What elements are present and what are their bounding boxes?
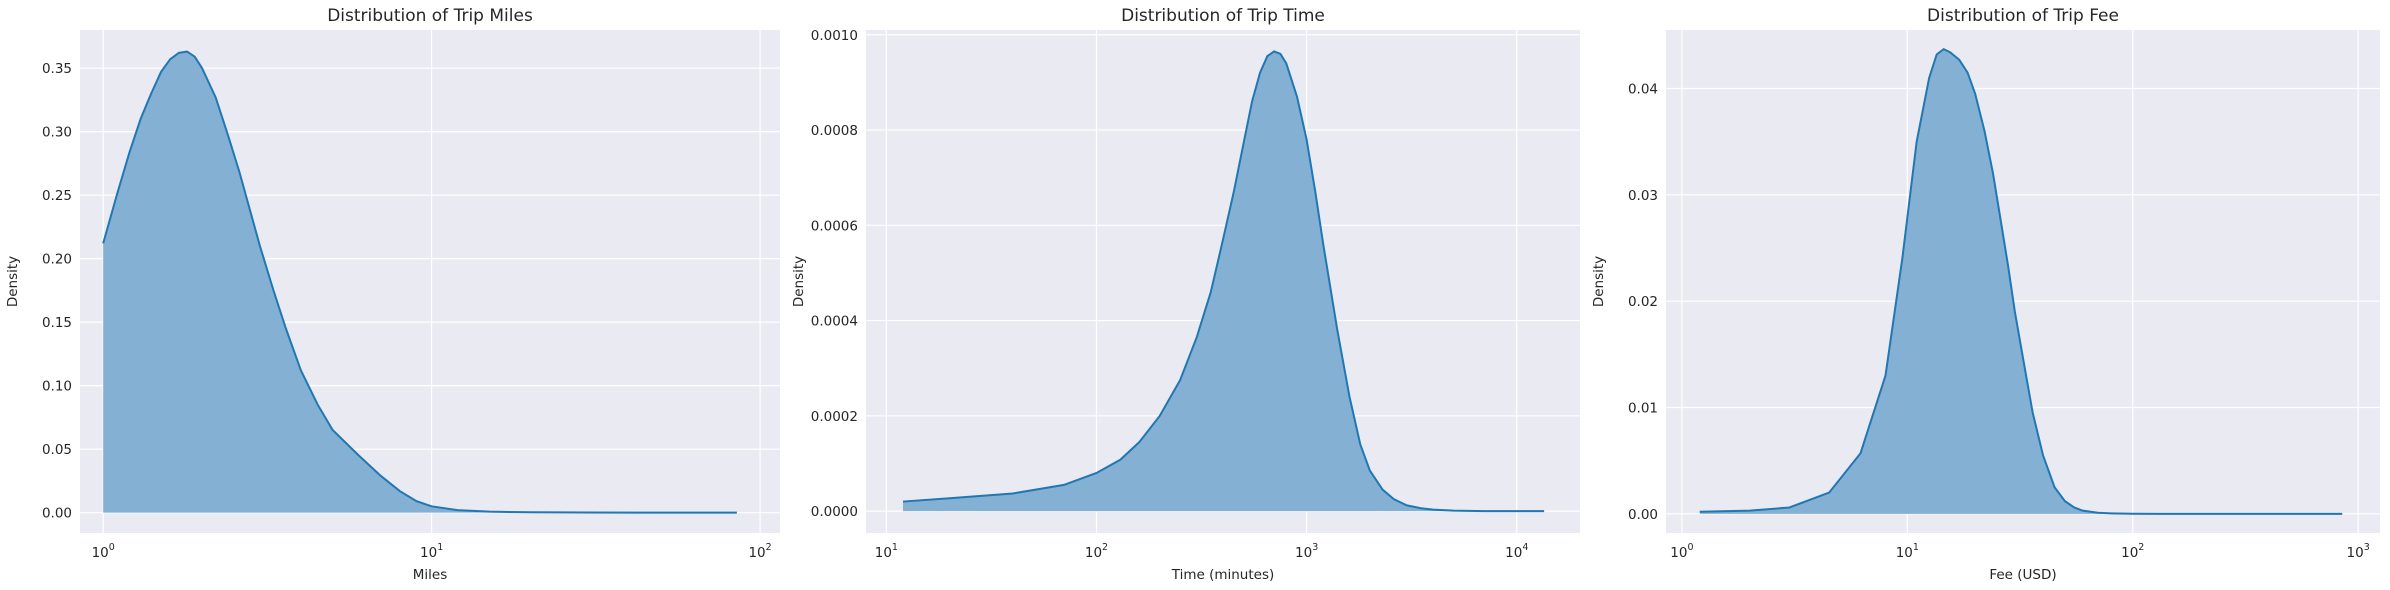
y-tick-label: 0.0004 — [811, 314, 858, 330]
density-area — [103, 51, 737, 513]
x-tick-base: 10 — [1085, 545, 1102, 561]
x-tick-label: 102 — [748, 542, 771, 561]
density-area — [903, 51, 1545, 512]
x-tick-label: 102 — [2121, 542, 2144, 561]
x-tick-base: 10 — [1505, 545, 1522, 561]
y-tick-label: 0.05 — [42, 442, 72, 458]
x-tick-label: 100 — [1670, 542, 1693, 561]
y-tick-label: 0.15 — [42, 315, 72, 331]
x-tick-base: 10 — [748, 545, 765, 561]
x-axis-label: Fee (USD) — [1989, 567, 2056, 583]
density-line — [102, 50, 737, 514]
y-tick-label: 0.0008 — [811, 123, 858, 139]
y-tick-label: 0.03 — [1628, 188, 1658, 204]
x-tick-label: 101 — [1896, 542, 1919, 561]
y-axis-label: Density — [5, 256, 21, 307]
y-tick-label: 0.0000 — [811, 504, 858, 520]
x-tick-base: 10 — [1896, 545, 1913, 561]
x-axis-label: Time (minutes) — [1171, 567, 1275, 583]
y-tick-label: 0.10 — [42, 379, 72, 395]
y-axis-label: Density — [791, 256, 807, 307]
x-tick-label: 101 — [875, 542, 898, 561]
y-tick-label: 0.35 — [42, 61, 72, 77]
x-tick-label: 104 — [1505, 542, 1528, 561]
x-tick-base: 10 — [875, 545, 892, 561]
x-tick-base: 10 — [1670, 545, 1687, 561]
y-axis-label: Density — [1591, 256, 1607, 307]
x-tick-base: 10 — [92, 545, 109, 561]
x-tick-base: 10 — [2121, 545, 2138, 561]
x-tick-exponent: 0 — [109, 542, 115, 553]
density-area — [1699, 49, 2343, 514]
x-tick-exponent: 2 — [766, 542, 772, 553]
x-tick-exponent: 1 — [437, 542, 443, 553]
x-tick-label: 103 — [2347, 542, 2370, 561]
x-tick-exponent: 2 — [1102, 542, 1108, 553]
x-tick-exponent: 1 — [1913, 542, 1919, 553]
chart-title: Distribution of Trip Time — [1121, 6, 1325, 26]
chart-title: Distribution of Trip Fee — [1927, 6, 2119, 26]
y-tick-label: 0.00 — [1628, 507, 1658, 523]
x-tick-label: 102 — [1085, 542, 1108, 561]
y-tick-label: 0.02 — [1628, 294, 1658, 310]
y-tick-label: 0.0002 — [811, 409, 858, 425]
y-tick-label: 0.0006 — [811, 218, 858, 234]
x-tick-base: 10 — [420, 545, 437, 561]
density-line — [1699, 47, 2343, 515]
x-tick-exponent: 3 — [1312, 542, 1318, 553]
y-tick-label: 0.0010 — [811, 28, 858, 44]
x-tick-exponent: 2 — [2138, 542, 2144, 553]
x-tick-base: 10 — [2347, 545, 2364, 561]
x-tick-exponent: 0 — [1687, 542, 1693, 553]
x-tick-exponent: 1 — [892, 542, 898, 553]
y-tick-label: 0.01 — [1628, 401, 1658, 417]
y-tick-label: 0.20 — [42, 252, 72, 268]
y-tick-label: 0.25 — [42, 188, 72, 204]
x-tick-label: 100 — [92, 542, 115, 561]
x-tick-exponent: 3 — [2364, 542, 2370, 553]
x-axis-label: Miles — [413, 567, 448, 583]
y-tick-label: 0.04 — [1628, 81, 1658, 97]
y-tick-label: 0.00 — [42, 506, 72, 522]
chart-title: Distribution of Trip Miles — [327, 6, 533, 26]
x-tick-label: 103 — [1295, 542, 1318, 561]
x-tick-base: 10 — [1295, 545, 1312, 561]
density-line — [902, 50, 1545, 513]
y-tick-label: 0.30 — [42, 125, 72, 141]
x-tick-label: 101 — [420, 542, 443, 561]
x-tick-exponent: 4 — [1522, 542, 1528, 553]
